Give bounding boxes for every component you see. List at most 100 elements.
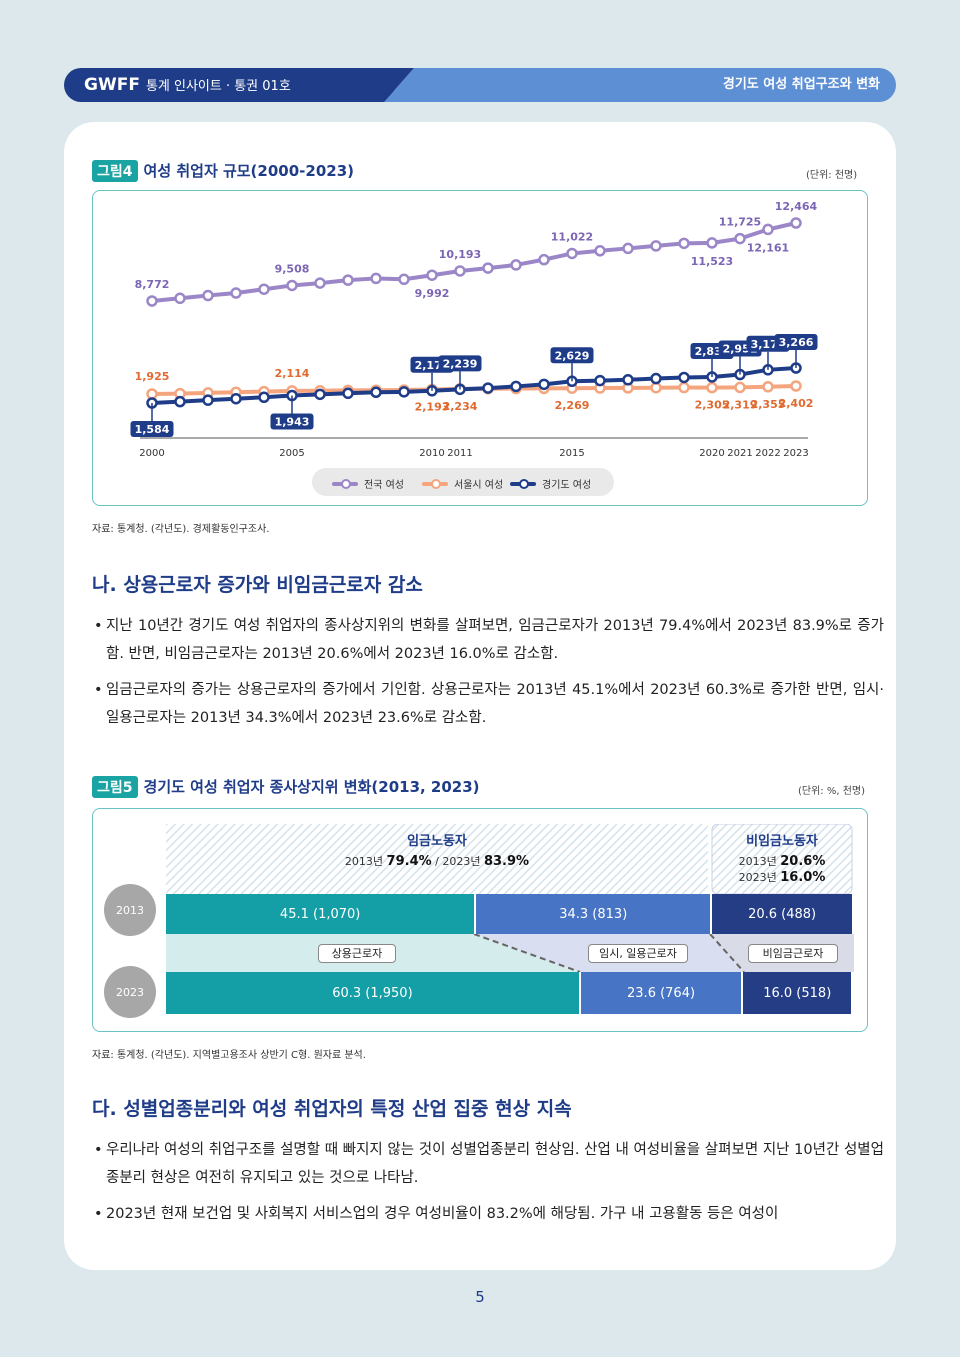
nonwage-sub-a: 2013년 [738, 855, 781, 868]
data-point-0 [622, 242, 634, 255]
nonwage-val-b: 16.0% [780, 870, 826, 885]
data-point-0 [678, 237, 690, 250]
header-topic-bar: 경기도 여성 취업구조와 변화 [384, 68, 896, 102]
page-header: GWFF 통계 인사이트 · 통권 01호 경기도 여성 취업구조와 변화 [64, 68, 896, 102]
nonwage-val-a: 20.6% [780, 854, 826, 869]
data-point-2 [538, 378, 550, 391]
data-label: 1,943 [275, 416, 310, 429]
data-label: 3,266 [779, 336, 814, 349]
legend-swatch-gyeonggi [510, 478, 536, 489]
data-point-0 [510, 259, 522, 271]
bar-2023-temp: 23.6 (764) [580, 972, 742, 1014]
data-point-1 [734, 381, 746, 394]
x-tick-label: 2022 [755, 448, 780, 459]
data-point-0 [482, 262, 494, 274]
wage-sep: / 2023년 [431, 855, 484, 868]
data-point-0 [342, 274, 354, 286]
figure4-unit: (단위: 천명) [806, 170, 858, 181]
data-point-0 [650, 240, 662, 252]
figure5-title-text: 경기도 여성 취업자 종사상지위 변화(2013, 2023) [143, 778, 480, 796]
page-number: 5 [475, 1288, 485, 1306]
bar-2023-nonwage: 16.0 (518) [743, 972, 852, 1014]
figure4-line-chart: 2000 2005 2010 2011 2015 2020 2021 2022 2023 8,77… [130, 200, 818, 459]
data-label: 11,022 [551, 230, 593, 243]
data-label: 2,114 [275, 367, 310, 380]
data-point-0 [566, 247, 578, 260]
data-label: 8,772 [135, 278, 170, 291]
data-label: 11,523 [691, 255, 733, 268]
bar-2013-regular: 45.1 (1,070) [166, 894, 475, 934]
pill-regular: 상용근로자 [318, 944, 396, 963]
section-na-bullet-1: 지난 10년간 경기도 여성 취업자의 종사상지위의 변화를 살펴보면, 임금근… [94, 612, 884, 668]
wage-group-label: 임금노동자 2013년 79.4% / 2023년 83.9% [166, 830, 708, 869]
data-label: 12,161 [747, 241, 789, 254]
data-point-0 [454, 265, 466, 277]
legend-item-gyeonggi: 경기도 여성 [510, 476, 591, 491]
data-label-box [270, 413, 314, 430]
data-point-1 [678, 381, 690, 394]
data-point-2 [678, 371, 690, 384]
year-2013-badge: 2013 [104, 884, 156, 936]
data-point-0 [146, 295, 158, 307]
section-na-bullet-2: 임금근로자의 증가는 상용근로자의 증가에서 기인함. 상용근로자는 2013년… [94, 676, 884, 732]
data-label: 12,464 [775, 200, 818, 213]
figure4-title: 그림4 여성 취업자 규모(2000-2023) [92, 160, 354, 182]
nonwage-hatch-panel [711, 824, 853, 894]
data-point-2 [370, 386, 382, 399]
section-da-title: 다. 성별업종분리와 여성 취업자의 특정 산업 집중 현상 지속 [92, 1098, 572, 1120]
data-label: 2,355 [751, 398, 786, 411]
data-point-0 [594, 245, 606, 257]
x-tick-label: 2010 [419, 448, 444, 459]
nonwage-divider-line [709, 934, 745, 972]
series-label: 통계 인사이트 · 통권 01호 [145, 79, 291, 94]
data-label: 11,725 [719, 216, 761, 229]
data-point-2 [342, 387, 354, 400]
data-label: 2,402 [779, 397, 814, 410]
pill-nonwage: 비임금근로자 [748, 944, 838, 963]
data-point-0 [398, 273, 410, 286]
legend-label-national: 전국 여성 [364, 480, 404, 491]
data-point-2 [482, 382, 494, 394]
data-point-0 [706, 237, 718, 249]
figure5-unit: (단위: %, 천명) [798, 786, 866, 797]
section-da-bullet-2: 2023년 현재 보건업 및 사회복지 서비스업의 경우 여성비율이 83.2%… [94, 1200, 884, 1228]
data-label: 9,508 [275, 262, 310, 275]
data-point-2 [258, 391, 270, 404]
data-point-0 [426, 269, 438, 281]
data-label: 2,629 [555, 349, 590, 362]
wage-sub-a: 2013년 [344, 855, 387, 868]
data-label-box [438, 355, 482, 372]
data-label: 2,305 [695, 399, 730, 412]
data-point-2 [398, 386, 410, 398]
data-label: 1,584 [135, 423, 170, 436]
pill-temp: 임시, 일용근로자 [588, 944, 688, 963]
figure4-source: 자료: 통계청. (각년도). 경제활동인구조사. [92, 524, 270, 535]
data-point-2 [510, 380, 522, 393]
figure5-hatch-panels [166, 824, 853, 894]
figure4-tag: 그림4 [92, 160, 138, 182]
data-point-2 [230, 392, 242, 405]
data-point-1 [790, 380, 802, 392]
legend-label-gyeonggi: 경기도 여성 [542, 480, 592, 491]
data-label: 1,925 [135, 370, 170, 383]
brand-logo: GWFF [84, 75, 140, 95]
data-point-2 [622, 374, 634, 386]
data-label-box [130, 421, 174, 437]
data-point-2 [594, 374, 606, 387]
data-label: 2,234 [443, 400, 478, 413]
legend-swatch-seoul [422, 478, 448, 489]
figure5-tag: 그림5 [92, 776, 138, 798]
legend-item-seoul: 서울시 여성 [422, 476, 503, 491]
data-label: 10,193 [439, 248, 481, 261]
regular-divider-line [473, 934, 581, 972]
data-point-0 [230, 287, 242, 299]
topic-label: 경기도 여성 취업구조와 변화 [722, 77, 880, 92]
data-label: 2,269 [555, 399, 590, 412]
data-point-0 [174, 292, 186, 305]
x-tick-label: 2015 [559, 448, 584, 459]
data-point-1 [706, 381, 718, 394]
section-na-title: 나. 상용근로자 증가와 비임금근로자 감소 [92, 574, 423, 596]
data-point-0 [790, 217, 802, 229]
data-label: 2,319 [723, 398, 758, 411]
data-point-2 [314, 388, 326, 401]
